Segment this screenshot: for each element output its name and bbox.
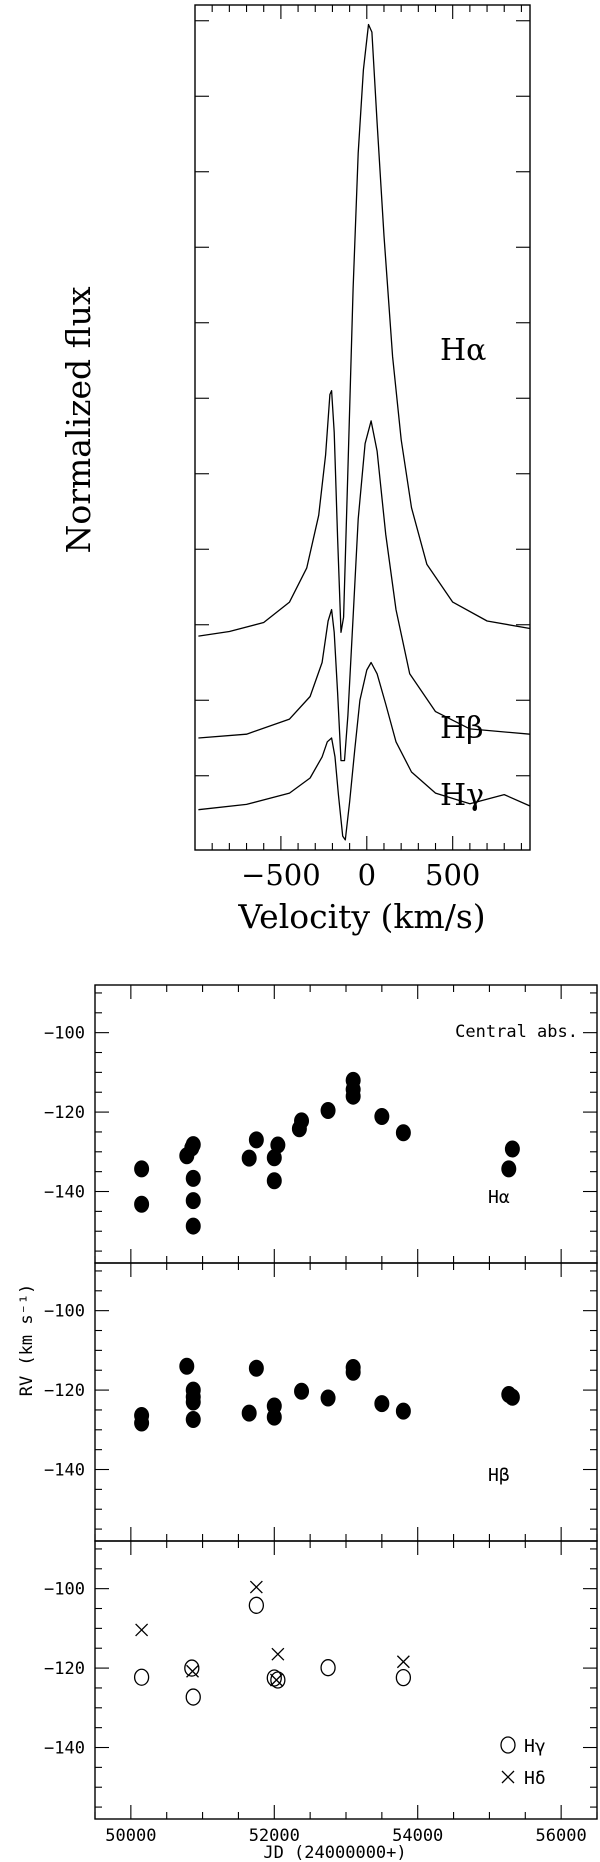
rv-y-tick-label: −100 xyxy=(44,1580,85,1600)
rv-point-Hβ xyxy=(185,1410,201,1428)
rv-point-Hδ xyxy=(271,1647,285,1661)
rv-point-Hα xyxy=(185,1217,201,1235)
profile-x-axis-label: Velocity (km/s) xyxy=(237,897,485,936)
rv-point-Hβ xyxy=(345,1363,361,1381)
profile-series-label: Hβ xyxy=(440,711,484,746)
rv-point-Hγ xyxy=(133,1668,150,1686)
rv-point-Hα xyxy=(185,1169,201,1187)
rv-point-Hα xyxy=(248,1131,264,1149)
rv-point-Hα xyxy=(134,1195,150,1213)
rv-point-Hα xyxy=(185,1136,201,1154)
rv-point-Hβ xyxy=(134,1414,150,1432)
rv-point-Hβ xyxy=(185,1393,201,1411)
rv-point-Hα xyxy=(270,1136,286,1154)
profile-x-tick-label: 0 xyxy=(358,858,376,892)
rv-point-Hβ xyxy=(374,1395,390,1413)
rv-y-tick-label: −100 xyxy=(44,1302,85,1322)
profile-line-Hγ xyxy=(198,661,531,841)
rv-x-tick-labels: 50000 52000 54000 56000 xyxy=(105,1826,586,1846)
rv-point-Hδ xyxy=(135,1623,149,1637)
legend-marker-cross xyxy=(501,1770,515,1784)
profile-line-Hα xyxy=(198,23,531,637)
rv-x-axis-label: JD (24000000+) xyxy=(263,1843,406,1862)
rv-point-Hδ xyxy=(269,1673,283,1687)
rv-point-Hβ xyxy=(241,1404,257,1422)
rv-y-tick-label: −120 xyxy=(44,1103,85,1123)
rv-legend: Hγ Hδ xyxy=(500,1736,546,1789)
rv-point-Hβ xyxy=(320,1389,336,1407)
rv-point-Hβ xyxy=(395,1402,411,1420)
rv-point-Hγ xyxy=(395,1668,412,1687)
rv-panel-label: Hα xyxy=(488,1187,510,1208)
rv-panel-frame xyxy=(94,1540,598,1820)
profile-line-Hβ xyxy=(198,420,531,762)
profile-ticks xyxy=(195,5,530,850)
rv-data-points xyxy=(133,1071,520,1706)
rv-panel-label: Hβ xyxy=(488,1465,510,1486)
rv-point-Hδ xyxy=(186,1664,199,1678)
rv-y-tick-label: −140 xyxy=(44,1739,85,1759)
rv-corner-note: Central abs. xyxy=(455,1022,578,1042)
rv-point-Hα xyxy=(185,1192,201,1210)
rv-point-Hα xyxy=(320,1101,336,1119)
rv-point-Hα xyxy=(345,1087,361,1105)
profile-x-tick-labels: −500 0 500 xyxy=(241,858,480,892)
rv-y-tick-label: −120 xyxy=(44,1659,85,1679)
rv-point-Hγ xyxy=(185,1688,201,1706)
line-profile-panel: −500 0 500 Hα Hβ Hγ Velocity (km/s) Normaliz… xyxy=(59,4,531,936)
rv-point-Hγ xyxy=(248,1596,265,1614)
legend-marker-circle xyxy=(500,1736,516,1754)
rv-point-Hβ xyxy=(179,1357,195,1375)
rv-point-Hδ xyxy=(396,1655,410,1669)
profile-axes-frame xyxy=(194,4,531,851)
rv-point-Hγ xyxy=(266,1669,282,1687)
rv-point-Hα xyxy=(501,1160,517,1178)
profile-series-label: Hγ xyxy=(440,778,484,813)
rv-y-tick-label: −120 xyxy=(44,1381,85,1401)
profile-series-label: Hα xyxy=(440,333,486,368)
profile-curves xyxy=(198,23,531,841)
rv-point-Hα xyxy=(504,1140,520,1158)
profile-x-tick-label: −500 xyxy=(241,858,321,892)
profile-y-axis-label: Normalized flux xyxy=(59,286,98,553)
rv-point-Hβ xyxy=(266,1408,282,1426)
rv-point-Hα xyxy=(241,1149,257,1167)
legend-label: Hδ xyxy=(524,1768,546,1789)
rv-y-axis-label: RV (km s⁻¹) xyxy=(17,1284,37,1397)
profile-x-tick-label: 500 xyxy=(425,858,480,892)
rv-y-tick-label: −140 xyxy=(44,1183,85,1203)
rv-point-Hγ xyxy=(184,1659,200,1677)
rv-point-Hα xyxy=(266,1172,282,1190)
rv-panel-frame xyxy=(94,1262,598,1542)
rv-point-Hγ xyxy=(320,1659,336,1677)
rv-panel-labels: Hα Hβ xyxy=(488,1187,510,1486)
rv-point-Hβ xyxy=(248,1359,264,1377)
legend-label: Hγ xyxy=(524,1736,546,1757)
rv-point-Hβ xyxy=(504,1388,520,1406)
rv-y-tick-label: −100 xyxy=(44,1024,85,1044)
rv-x-tick-label: 50000 xyxy=(105,1826,156,1846)
rv-point-Hδ xyxy=(249,1580,263,1594)
rv-ticks xyxy=(94,985,598,1819)
rv-point-Hβ xyxy=(294,1382,310,1400)
rv-y-tick-label: −140 xyxy=(44,1461,85,1481)
rv-point-Hα xyxy=(294,1112,310,1130)
rv-point-Hγ xyxy=(270,1671,286,1689)
rv-point-Hα xyxy=(395,1124,411,1142)
radial-velocity-panels: −100 −120 −140 −100 −120 −140 −100 −120 −140 500… xyxy=(17,984,598,1862)
rv-y-tick-labels: −100 −120 −140 −100 −120 −140 −100 −120 −140 xyxy=(44,1024,85,1759)
rv-axes-frames xyxy=(94,984,598,1820)
rv-point-Hα xyxy=(374,1107,390,1125)
rv-x-tick-label: 52000 xyxy=(249,1826,300,1846)
rv-x-tick-label: 54000 xyxy=(392,1826,443,1846)
rv-point-Hα xyxy=(134,1160,150,1178)
profile-series-labels: Hα Hβ Hγ xyxy=(440,333,486,813)
rv-x-tick-label: 56000 xyxy=(536,1826,587,1846)
